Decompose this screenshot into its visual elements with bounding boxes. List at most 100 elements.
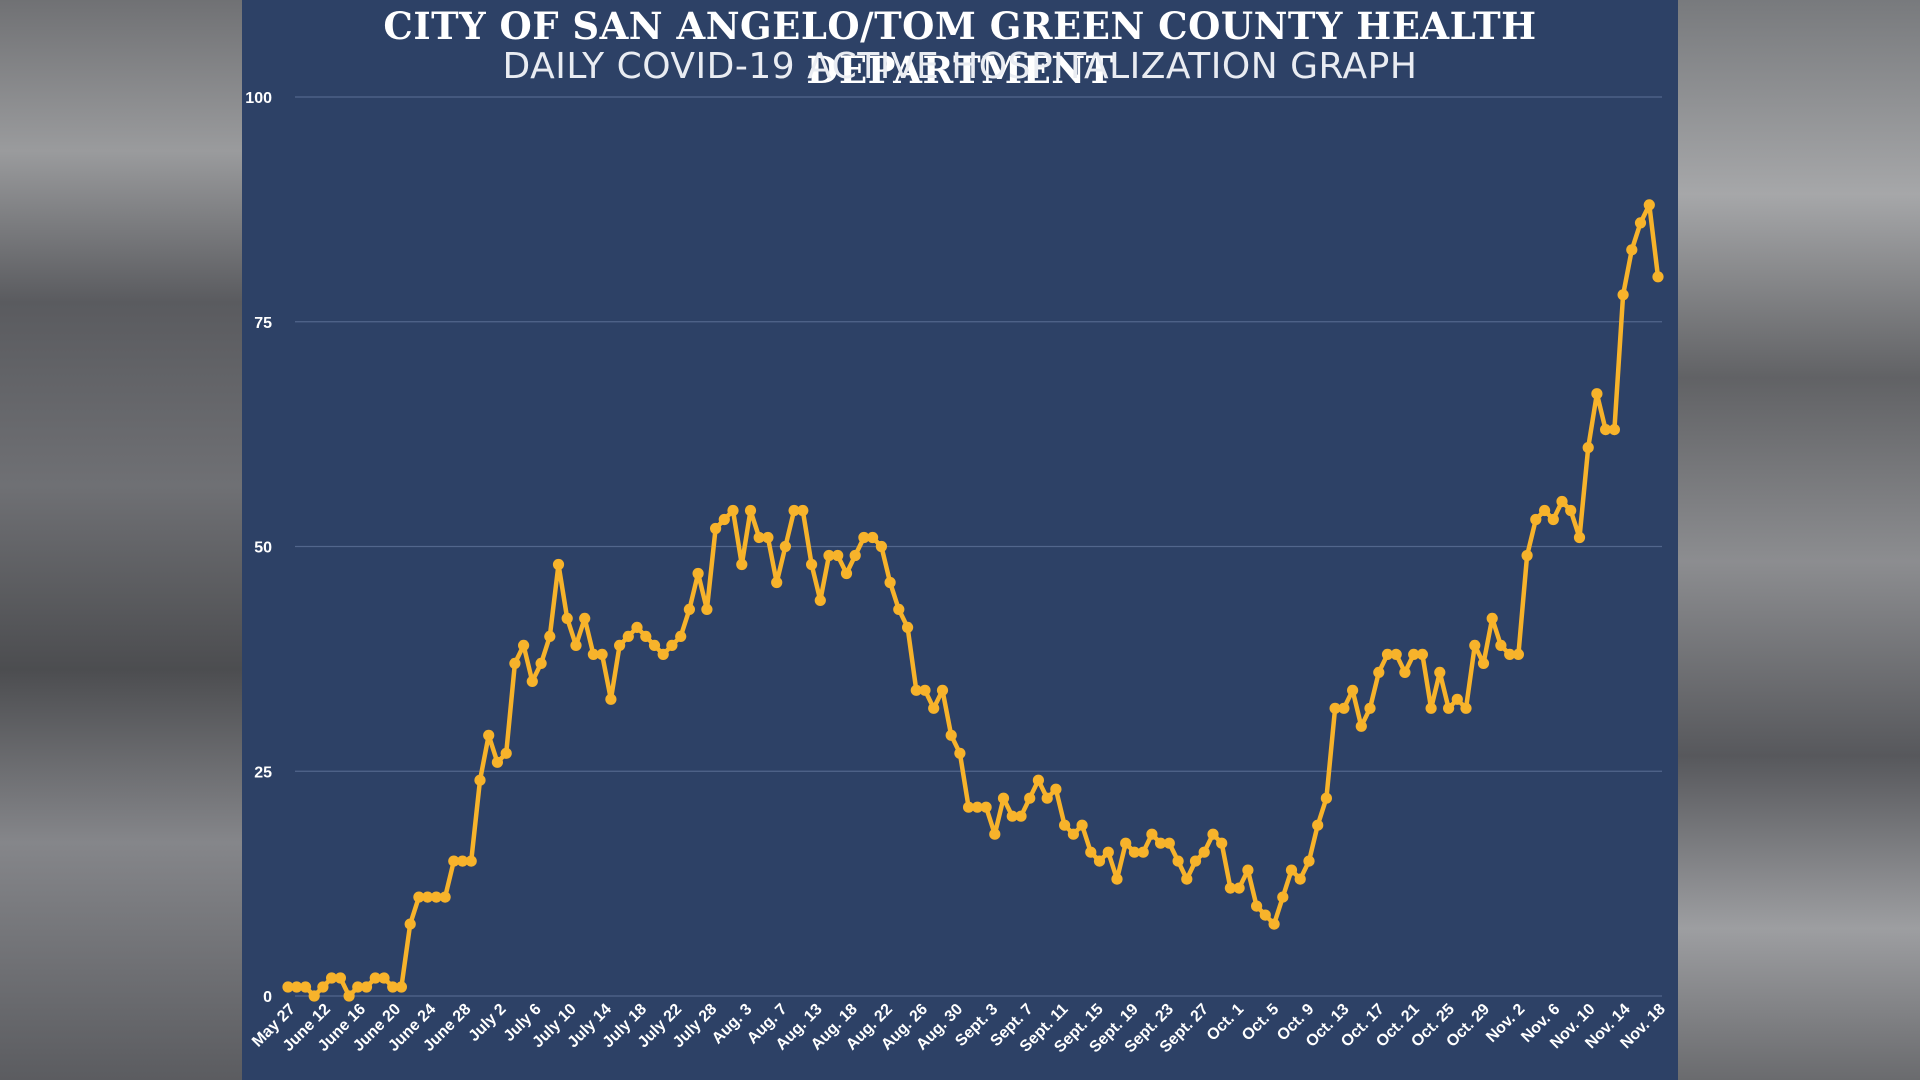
data-point (963, 801, 975, 813)
data-point (579, 612, 591, 625)
data-point (1320, 792, 1332, 804)
data-point (1172, 855, 1184, 867)
data-point (910, 684, 922, 696)
chart-title: CITY OF SAN ANGELO/TOM GREEN COUNTY HEAL… (383, 4, 1537, 92)
data-point (1085, 846, 1097, 858)
data-point (1434, 666, 1446, 679)
data-point (762, 531, 774, 544)
data-point (1294, 873, 1306, 885)
data-point (1373, 666, 1385, 679)
data-point (1163, 837, 1175, 849)
series-line (285, 202, 1661, 999)
data-point (1399, 666, 1411, 679)
data-point (395, 981, 407, 993)
data-point (1451, 693, 1463, 705)
data-point (474, 774, 486, 786)
data-point (1347, 684, 1359, 696)
data-point (858, 531, 870, 544)
data-point (1285, 864, 1298, 876)
data-point (1364, 702, 1376, 714)
data-point (1102, 846, 1114, 858)
data-point (1216, 837, 1228, 849)
data-point (884, 576, 896, 589)
data-point (317, 981, 329, 993)
y-tick-label: 100 (245, 90, 272, 107)
data-point (806, 558, 818, 571)
data-point (1093, 855, 1106, 867)
data-point (1233, 882, 1245, 894)
data-point (1111, 873, 1123, 885)
data-point (1591, 388, 1603, 400)
data-point (587, 648, 599, 661)
data-point (509, 657, 521, 670)
data-point (465, 855, 477, 867)
data-point (1076, 819, 1088, 831)
y-tick-label: 0 (263, 989, 272, 1006)
data-point (1050, 783, 1062, 795)
data-point (1556, 495, 1568, 508)
data-point (692, 567, 704, 580)
data-point (1251, 900, 1263, 912)
data-point (701, 603, 713, 616)
data-point (832, 549, 844, 562)
data-point (282, 981, 294, 993)
data-point (1547, 513, 1559, 526)
data-point (1443, 702, 1455, 714)
data-point (1242, 864, 1254, 876)
blurred-background-right (1678, 0, 1920, 1080)
data-point (308, 990, 320, 1002)
data-point (596, 648, 608, 661)
data-point (1573, 531, 1586, 544)
data-point (1120, 837, 1132, 849)
data-point (1425, 702, 1437, 714)
x-tick-label: Nov. 2 (1483, 1001, 1528, 1046)
data-point (779, 540, 792, 553)
data-point (893, 603, 905, 616)
data-point (1355, 720, 1367, 732)
data-point (875, 540, 888, 553)
data-point (1198, 846, 1210, 858)
data-point (945, 729, 957, 741)
data-point (430, 891, 442, 903)
data-point (936, 684, 949, 696)
data-point (1277, 891, 1289, 903)
data-point (849, 549, 861, 562)
y-tick-label: 25 (254, 764, 272, 781)
data-point (326, 972, 338, 984)
data-point (997, 792, 1010, 804)
data-point (622, 630, 634, 643)
data-point (1460, 702, 1472, 714)
data-point (360, 981, 373, 993)
data-point (1146, 828, 1158, 840)
data-point (413, 891, 425, 903)
x-tick-label: Oct. 5 (1239, 1001, 1283, 1045)
data-point (387, 981, 399, 993)
data-point (1600, 424, 1612, 436)
data-point (971, 801, 984, 813)
data-point (439, 891, 451, 903)
data-point (1530, 513, 1542, 526)
data-point (1181, 873, 1193, 885)
data-point (902, 621, 914, 634)
data-point (605, 693, 617, 705)
data-point (1268, 918, 1280, 930)
data-point (1565, 504, 1577, 517)
data-point (518, 639, 530, 652)
data-point (535, 657, 547, 670)
data-point (343, 990, 355, 1002)
data-point (1207, 828, 1219, 840)
data-point (980, 801, 992, 813)
data-point (666, 639, 678, 652)
data-point (491, 756, 503, 768)
data-point (369, 972, 381, 984)
data-point (1486, 612, 1498, 625)
data-point (867, 531, 879, 544)
data-point (954, 747, 966, 759)
data-point (1652, 271, 1664, 283)
x-tick-label: July 2 (466, 1001, 510, 1045)
data-point (771, 576, 783, 589)
data-point (1634, 217, 1647, 229)
data-point (718, 513, 730, 526)
data-point (1303, 855, 1315, 867)
